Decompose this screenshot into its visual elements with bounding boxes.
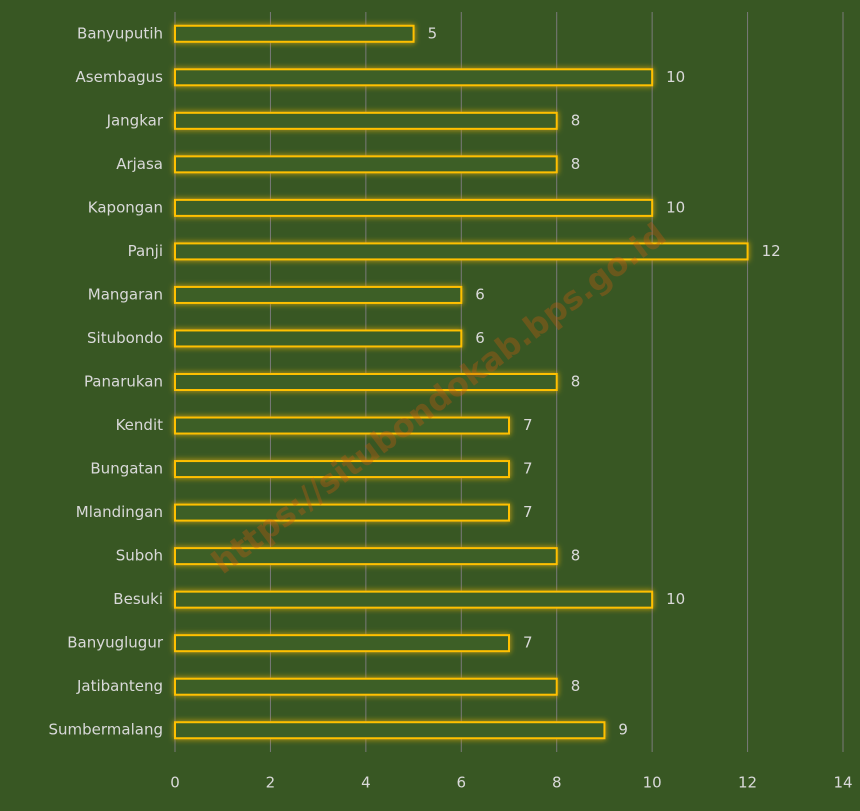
data-label: 7 [523, 634, 533, 652]
y-tick-label: Besuki [113, 590, 163, 608]
bar [174, 373, 558, 391]
x-tick-label: 8 [552, 774, 562, 792]
y-tick-label: Banyuglugur [67, 634, 164, 652]
x-tick-label: 0 [170, 774, 180, 792]
bar [174, 111, 558, 130]
data-label: 8 [571, 373, 581, 391]
x-tick-label: 4 [361, 774, 371, 792]
bar [174, 503, 510, 522]
data-label: 8 [571, 111, 581, 129]
y-tick-label: Mlandingan [76, 503, 163, 521]
x-tick-label: 12 [738, 774, 757, 792]
y-tick-label: Jatibanteng [76, 677, 163, 695]
data-label: 8 [571, 155, 581, 173]
y-tick-label: Arjasa [116, 155, 163, 173]
y-tick-label: Panji [128, 242, 163, 260]
y-tick-label: Panarukan [84, 373, 163, 391]
bar [174, 677, 558, 696]
data-label: 8 [571, 677, 581, 695]
bar [174, 547, 558, 566]
bar [174, 242, 749, 261]
bar [174, 590, 654, 609]
y-tick-label: Asembagus [76, 68, 164, 86]
data-label: 12 [762, 242, 781, 260]
data-label: 5 [428, 24, 438, 42]
data-label: 7 [523, 460, 533, 478]
data-label: 7 [523, 416, 533, 434]
y-tick-label: Banyuputih [77, 24, 163, 42]
y-tick-label: Situbondo [87, 329, 163, 347]
data-label: 8 [571, 547, 581, 565]
data-label: 9 [618, 721, 628, 739]
data-label: 10 [666, 68, 685, 86]
data-label: 10 [666, 198, 685, 216]
data-label: 7 [523, 503, 533, 521]
bar [174, 634, 510, 653]
bar [174, 416, 510, 435]
bar [174, 155, 558, 174]
bar [174, 285, 463, 304]
y-tick-label: Kendit [116, 416, 164, 434]
bar [174, 198, 654, 217]
y-tick-label: Suboh [116, 547, 163, 565]
x-tick-label: 14 [833, 774, 852, 792]
x-tick-label: 2 [266, 774, 276, 792]
x-tick-label: 10 [643, 774, 662, 792]
bar [174, 24, 415, 43]
y-tick-label: Mangaran [88, 285, 163, 303]
data-label: 6 [475, 285, 485, 303]
bar [174, 329, 463, 348]
y-tick-label: Jangkar [106, 111, 164, 129]
y-tick-label: Bungatan [90, 460, 163, 478]
bar [174, 460, 510, 479]
data-label: 6 [475, 329, 485, 347]
y-tick-label: Kapongan [88, 198, 163, 216]
bar [174, 68, 654, 87]
y-tick-label: Sumbermalang [49, 721, 164, 739]
data-label: 10 [666, 590, 685, 608]
x-tick-label: 6 [457, 774, 467, 792]
bar [174, 721, 606, 740]
